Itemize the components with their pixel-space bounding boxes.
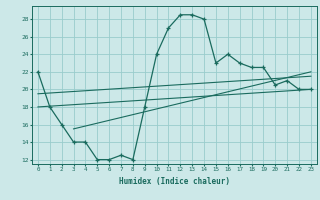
X-axis label: Humidex (Indice chaleur): Humidex (Indice chaleur) (119, 177, 230, 186)
